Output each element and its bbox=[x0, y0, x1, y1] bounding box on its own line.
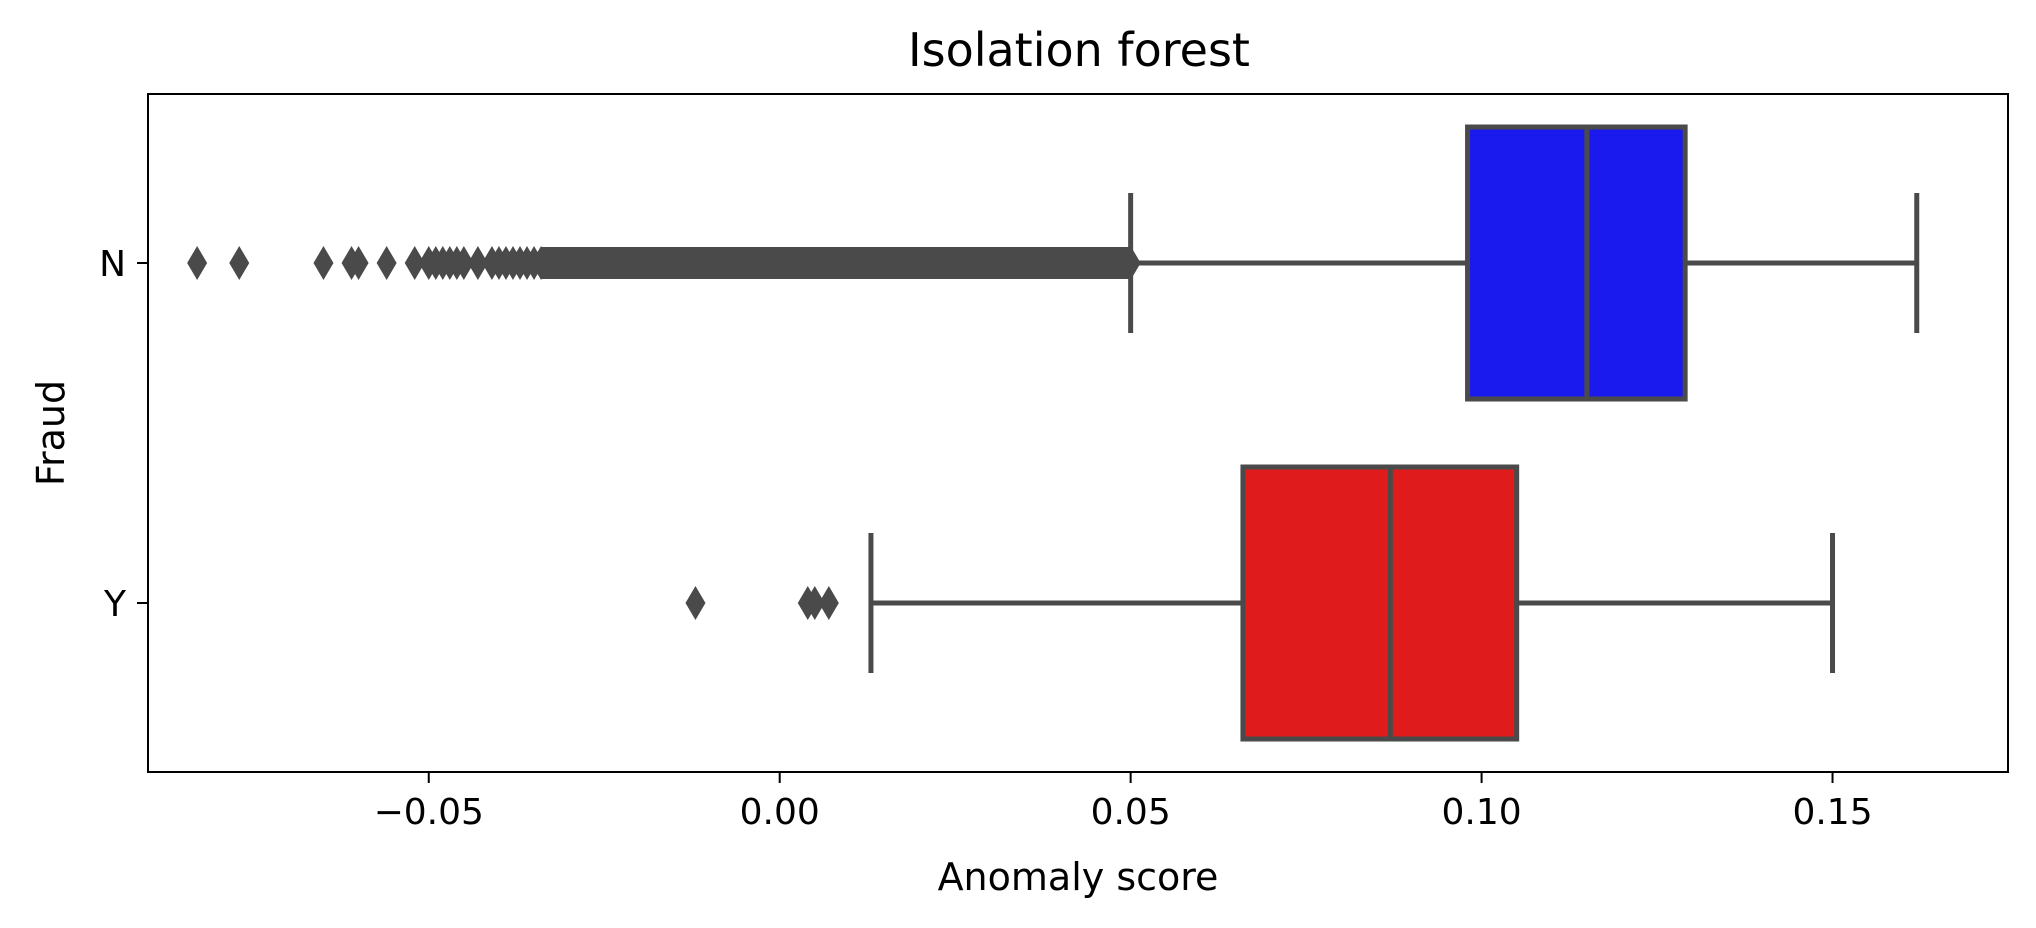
outlier-point-n-0 bbox=[187, 246, 208, 280]
x-tick-label-3: 0.10 bbox=[1442, 792, 1522, 833]
outlier-point-y-3 bbox=[818, 586, 839, 620]
outlier-point-n-1 bbox=[229, 246, 250, 280]
box-group-n bbox=[187, 124, 1920, 402]
outlier-point-n-4 bbox=[348, 246, 369, 280]
outlier-point-n-6 bbox=[404, 246, 425, 280]
outlier-point-n-13 bbox=[467, 246, 488, 280]
x-tick-label-2: 0.05 bbox=[1091, 792, 1171, 833]
plot-frame bbox=[147, 93, 2009, 773]
outlier-band-tip-n bbox=[1130, 246, 1141, 280]
outlier-point-y-0 bbox=[685, 586, 706, 620]
outlier-band-n bbox=[541, 247, 1131, 279]
box-group-y bbox=[685, 464, 1836, 742]
x-tick-label-1: 0.00 bbox=[740, 792, 820, 833]
outlier-point-n-21 bbox=[531, 246, 552, 280]
y-axis-label: Fraud bbox=[29, 380, 73, 486]
x-axis-label: Anomaly score bbox=[938, 855, 1219, 899]
y-tick-label-y: Y bbox=[103, 584, 127, 625]
x-tick-label-0: −0.05 bbox=[374, 792, 484, 833]
box-y bbox=[1240, 464, 1520, 742]
y-axis-ticks: NY bbox=[99, 244, 148, 625]
chart-title: Isolation forest bbox=[908, 23, 1250, 77]
outlier-point-n-12 bbox=[453, 246, 474, 280]
x-tick-label-4: 0.15 bbox=[1792, 792, 1872, 833]
outlier-point-n-2 bbox=[313, 246, 334, 280]
y-tick-label-n: N bbox=[99, 244, 126, 285]
plot-area bbox=[187, 124, 1920, 742]
outlier-point-n-5 bbox=[376, 246, 397, 280]
outlier-point-y-2 bbox=[804, 586, 825, 620]
x-axis-ticks: −0.05 0.00 0.05 0.10 0.15 bbox=[374, 772, 1873, 833]
box-n bbox=[1465, 124, 1688, 402]
